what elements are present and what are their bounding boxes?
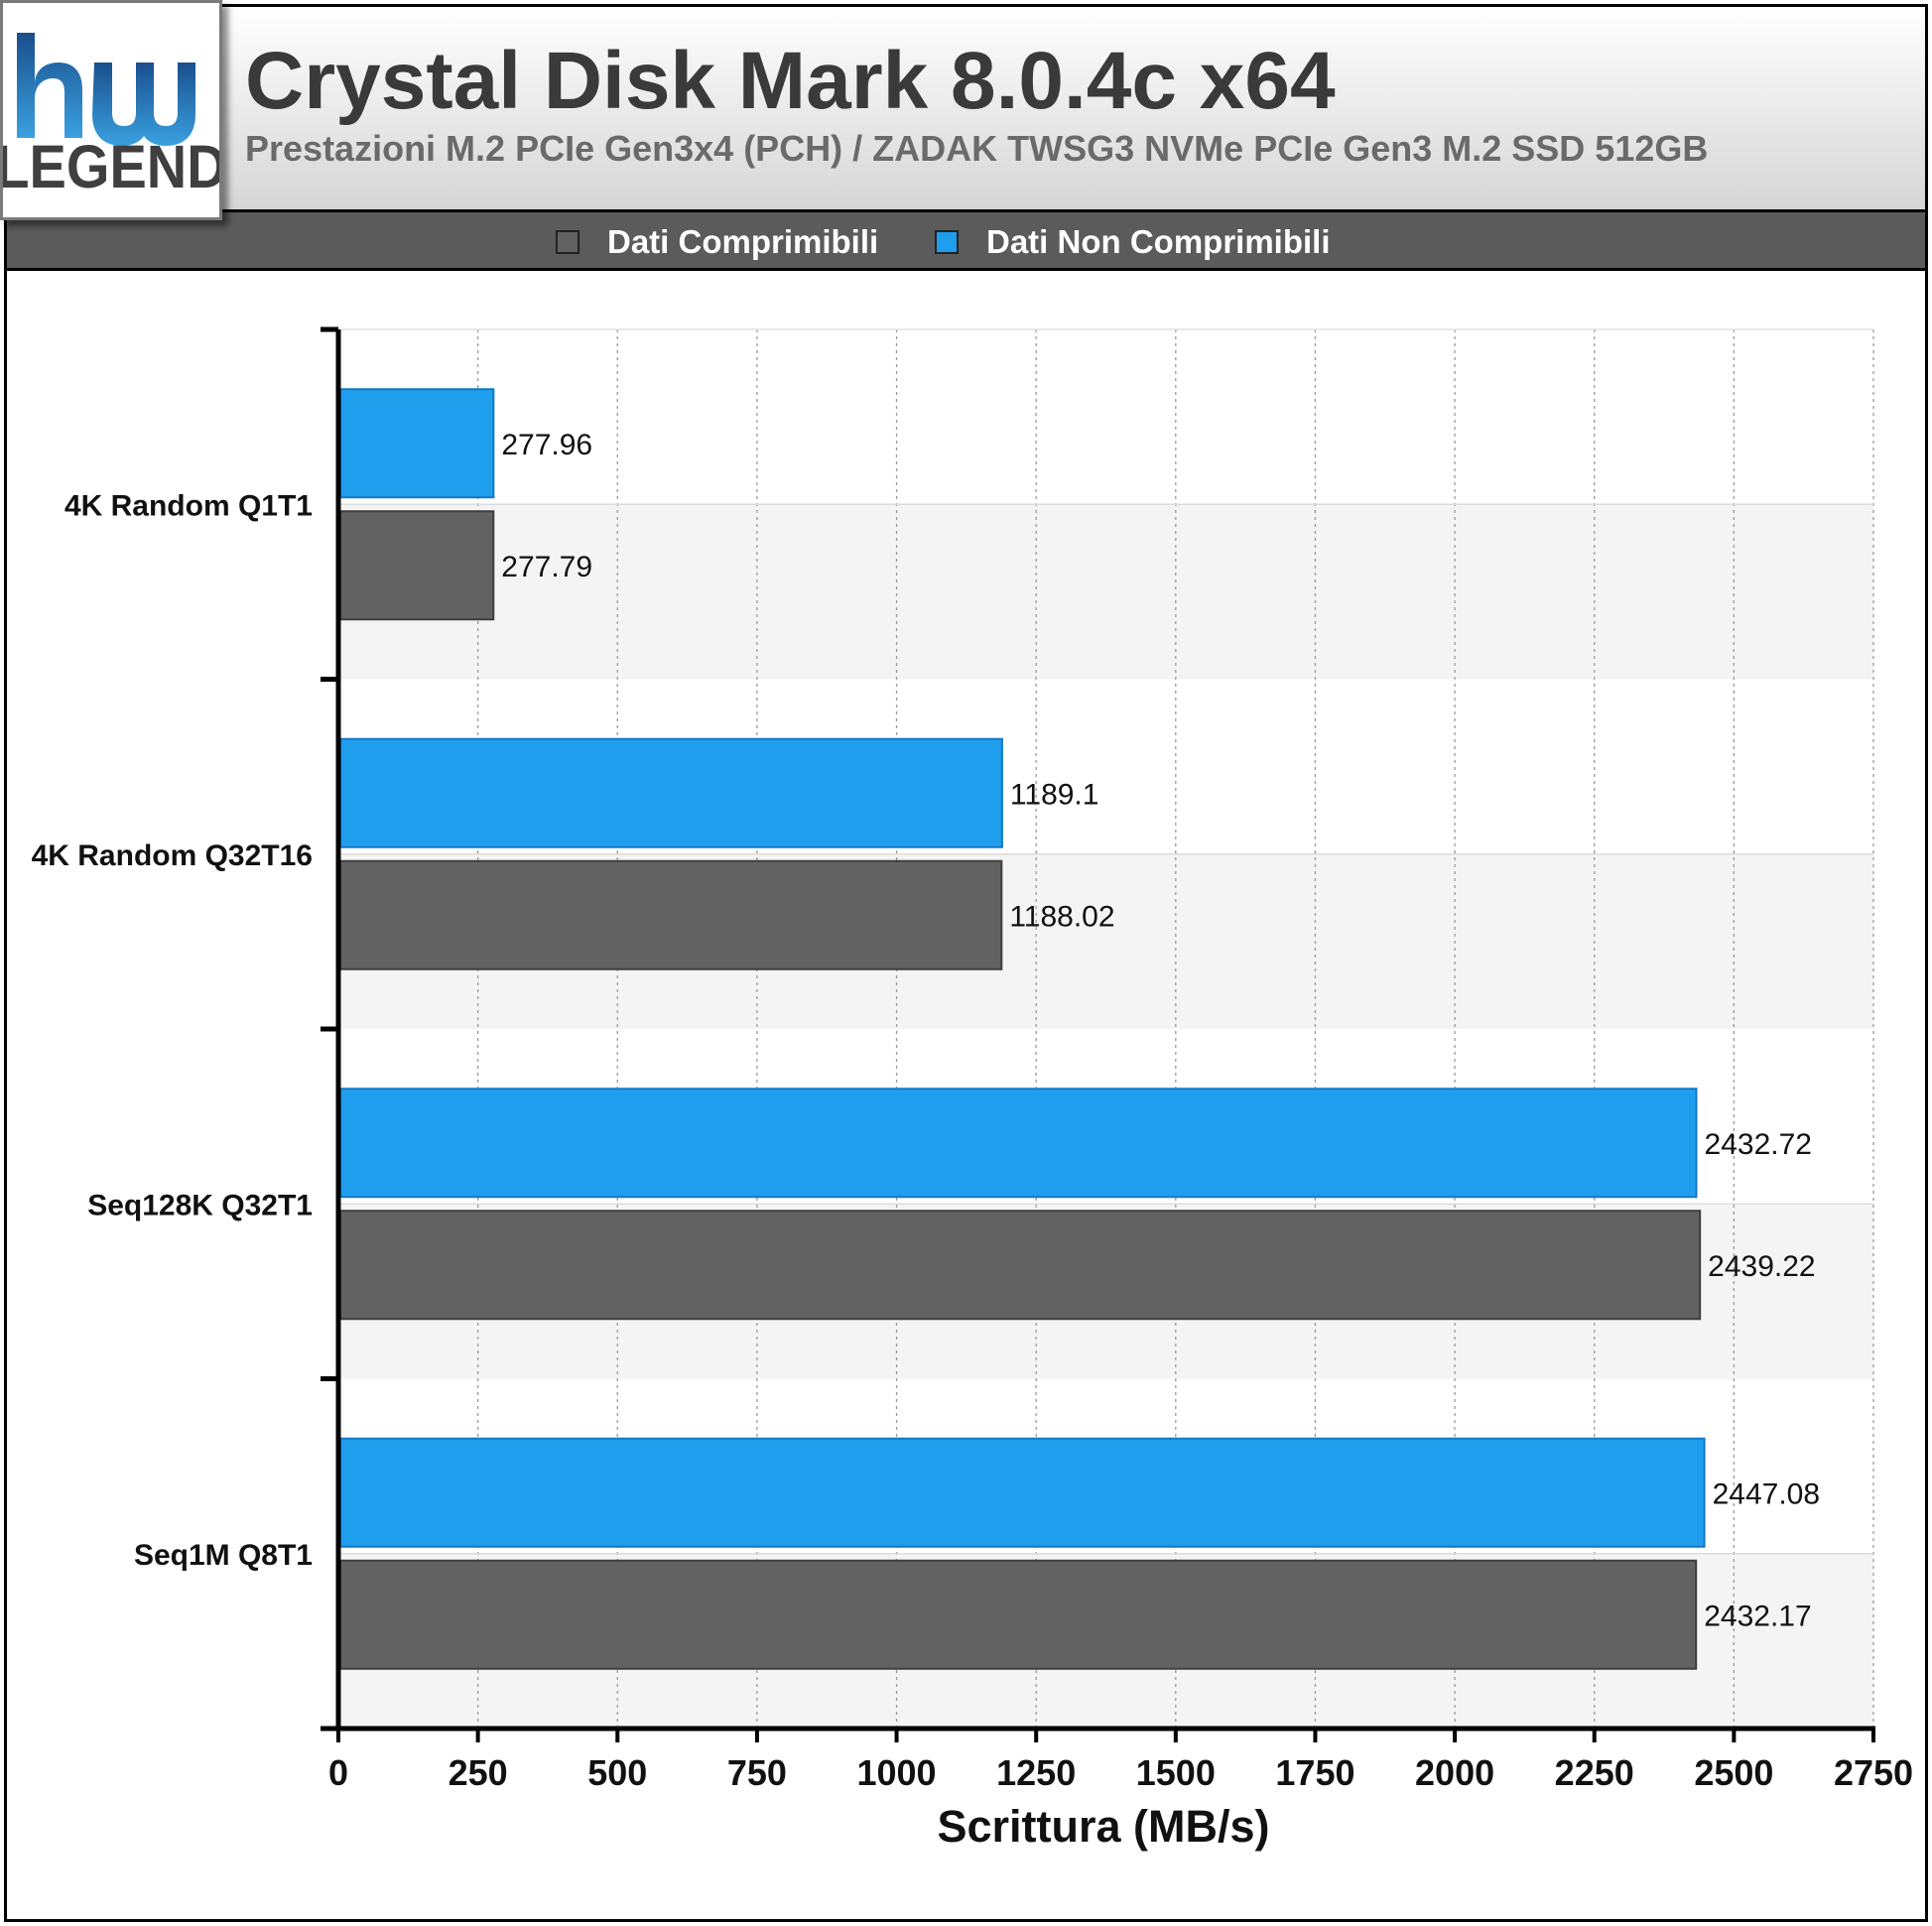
bar-compressible: [339, 1559, 1698, 1670]
chart-gridlines: [338, 328, 1874, 1729]
x-tick-label: 1500: [1136, 1752, 1216, 1793]
x-tick-label: 1750: [1275, 1752, 1354, 1793]
x-tick-label: 2750: [1834, 1752, 1913, 1793]
legend: Dati Comprimibili Dati Non Comprimibili: [4, 209, 1928, 271]
data-label: 1188.02: [1009, 900, 1114, 933]
bar-non-compressible: [339, 737, 1003, 848]
x-tick-label: 1250: [996, 1752, 1076, 1793]
bar-compressible: [339, 510, 495, 621]
legend-swatch-non-compressible: [935, 230, 959, 254]
legend-item-non-compressible: Dati Non Comprimibili: [935, 223, 1331, 260]
chart-data-labels: 277.96 277.79 1189.1 1188.02 2432.72 2439.22 2…: [501, 429, 1820, 1633]
legend-swatch-compressible: [556, 230, 580, 254]
data-label: 1189.1: [1010, 778, 1099, 811]
x-tick-label: 500: [587, 1752, 647, 1793]
x-axis-label: Scrittura (MB/s): [937, 1801, 1269, 1852]
x-tick-label: 0: [328, 1752, 348, 1793]
x-tick-label: 250: [449, 1752, 508, 1793]
bar-non-compressible: [339, 388, 495, 499]
chart-bars: [339, 388, 1706, 1670]
chart-tick-labels: 0 250 500 750 1000 1250 1500 1750 2000 2250 2500 27…: [328, 1752, 1913, 1793]
logo-mark: LEGEND: [0, 33, 227, 201]
data-label: 2447.08: [1713, 1477, 1820, 1510]
chart-subtitle: Prestazioni M.2 PCIe Gen3x4 (PCH) / ZADA…: [245, 128, 1709, 169]
bar-non-compressible: [339, 1437, 1706, 1548]
data-label: 2439.22: [1708, 1250, 1815, 1283]
data-label: 277.96: [501, 429, 592, 461]
legend-label-non-compressible: Dati Non Comprimibili: [986, 223, 1331, 260]
category-label: Seq1M Q8T1: [134, 1539, 313, 1572]
bar-non-compressible: [339, 1088, 1698, 1199]
category-label: Seq128K Q32T1: [87, 1189, 313, 1221]
x-tick-label: 1000: [856, 1752, 936, 1793]
data-label: 2432.72: [1705, 1128, 1812, 1161]
data-label: 277.79: [501, 551, 592, 583]
data-label: 2432.17: [1704, 1600, 1811, 1632]
category-label: 4K Random Q1T1: [64, 489, 313, 522]
chart-category-labels: 4K Random Q1T1 4K Random Q32T16 Seq128K Q3…: [32, 489, 313, 1572]
category-label: 4K Random Q32T16: [32, 839, 313, 872]
chart-title: Crystal Disk Mark 8.0.4c x64: [245, 36, 1336, 126]
x-tick-label: 2500: [1694, 1752, 1773, 1793]
logo-text: LEGEND: [3, 133, 219, 200]
x-tick-label: 750: [727, 1752, 787, 1793]
legend-item-compressible: Dati Comprimibili: [556, 223, 879, 260]
chart-band: [338, 504, 1873, 680]
chart-header: Crystal Disk Mark 8.0.4c x64 Prestazioni…: [4, 4, 1928, 212]
x-tick-label: 2250: [1555, 1752, 1634, 1793]
bar-compressible: [339, 1210, 1702, 1321]
logo: LEGEND: [0, 0, 227, 220]
x-tick-label: 2000: [1415, 1752, 1494, 1793]
bar-compressible: [339, 859, 1003, 970]
chart-axes: [321, 326, 1875, 1742]
legend-label-compressible: Dati Comprimibili: [607, 223, 879, 260]
